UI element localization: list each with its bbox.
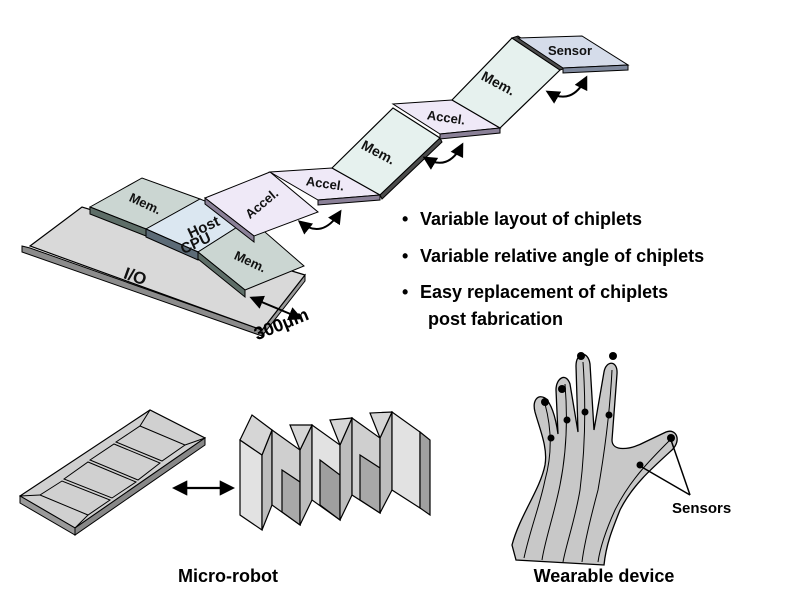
micro-robot-illustration xyxy=(18,409,431,536)
accel-3-label: Accel. xyxy=(426,107,466,127)
rotation-arrow-2 xyxy=(422,142,464,170)
accel-3-chiplet: Accel. xyxy=(391,99,502,140)
rotation-arrow-1 xyxy=(297,209,342,235)
bullet-2: • xyxy=(402,246,408,266)
wearable-caption: Wearable device xyxy=(534,566,675,586)
micro-robot-caption: Micro-robot xyxy=(178,566,278,586)
sensor-pointer-2 xyxy=(670,439,691,496)
feature-3-continuation: post fabrication xyxy=(428,309,563,329)
sensor-chiplet: Sensor xyxy=(516,35,630,74)
feature-2: Variable relative angle of chiplets xyxy=(420,246,704,266)
accel-2-chiplet: Accel. xyxy=(268,167,382,206)
feature-3: Easy replacement of chiplets xyxy=(420,282,668,302)
feature-list: • Variable layout of chiplets • Variable… xyxy=(402,209,704,329)
sensors-label: Sensors xyxy=(672,500,731,517)
bullet-1: • xyxy=(402,209,408,229)
sensor-pointer-1 xyxy=(639,465,691,496)
mem-bottom-chiplet: Mem. xyxy=(197,218,305,299)
accel-1-chiplet: Accel. xyxy=(204,171,319,244)
feature-1: Variable layout of chiplets xyxy=(420,209,642,229)
chiplet-assembly: I/O Mem. Host CPU Mem. Accel. xyxy=(21,35,630,344)
bullet-3: • xyxy=(402,282,408,302)
sensor-label: Sensor xyxy=(548,43,592,58)
rotation-arrow-3 xyxy=(545,75,588,104)
scale-arrow xyxy=(249,295,303,321)
mem-top-chiplet: Mem. xyxy=(451,35,568,129)
accel-2-label: Accel. xyxy=(305,173,345,193)
wearable-hand-illustration: Sensors xyxy=(511,352,731,566)
